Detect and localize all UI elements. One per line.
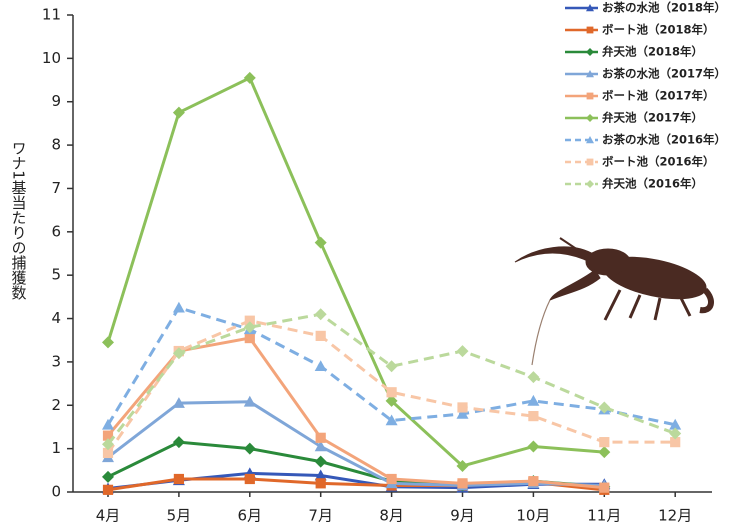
marker: [173, 436, 185, 448]
marker: [245, 333, 255, 343]
marker: [315, 360, 327, 371]
marker: [457, 402, 467, 412]
marker: [598, 446, 610, 458]
y-axis-label: ワナ1基当たりの捕獲数: [10, 140, 28, 300]
x-tick-label: 11月: [587, 507, 621, 525]
x-tick-label: 6月: [238, 507, 263, 525]
legend-label: お茶の水池（2016年）: [602, 133, 726, 147]
marker: [457, 345, 469, 357]
x-tick-label: 9月: [450, 507, 475, 525]
y-tick-label: 8: [51, 136, 61, 154]
marker: [527, 440, 539, 452]
marker: [244, 443, 256, 455]
y-tick-label: 10: [42, 49, 61, 67]
y-tick-label: 4: [51, 309, 61, 327]
legend-label: 弁天池（2018年）: [602, 45, 703, 59]
marker: [528, 476, 538, 486]
marker: [528, 411, 538, 421]
legend-label: ボート池（2018年）: [602, 23, 715, 37]
y-tick-label: 11: [42, 6, 61, 24]
marker: [527, 371, 539, 383]
legend-label: 弁天池（2017年）: [602, 111, 703, 125]
marker: [173, 302, 185, 313]
marker: [102, 336, 114, 348]
series-line: [108, 321, 675, 453]
legend-marker: [586, 114, 594, 122]
legend-label: お茶の水池（2018年）: [602, 1, 726, 15]
page: {"chart_data": {"type": "line", "y_label…: [0, 0, 734, 531]
marker: [244, 72, 256, 84]
marker: [174, 474, 184, 484]
marker: [387, 474, 397, 484]
x-tick-label: 7月: [308, 507, 333, 525]
legend-label: お茶の水池（2017年）: [602, 67, 726, 81]
y-tick-label: 9: [51, 92, 61, 110]
y-tick-label: 5: [51, 266, 61, 284]
marker: [245, 474, 255, 484]
marker: [387, 387, 397, 397]
legend-label: ボート池（2017年）: [602, 89, 715, 103]
crayfish-photo: [515, 238, 711, 365]
marker: [315, 456, 327, 468]
y-tick-label: 1: [51, 439, 61, 457]
marker: [315, 308, 327, 320]
legend-marker: [587, 93, 594, 100]
legend-marker: [587, 159, 594, 166]
marker: [316, 331, 326, 341]
x-tick-label: 12月: [658, 507, 692, 525]
chart: ワナ1基当たりの捕獲数 0 1 2 3 4 5 6 7 8 9 10 11 4月 5月 6月 7月 8月 9月 10…: [0, 0, 734, 531]
x-tick-label: 4月: [96, 507, 121, 525]
marker: [316, 433, 326, 443]
marker: [103, 485, 113, 495]
marker: [599, 483, 609, 493]
legend-marker: [586, 180, 594, 188]
legend-marker: [586, 48, 594, 56]
y-tick-label: 2: [51, 396, 61, 414]
marker: [457, 478, 467, 488]
legend-label: 弁天池（2016年）: [602, 177, 703, 191]
y-tick-label: 3: [51, 352, 61, 370]
marker: [599, 437, 609, 447]
marker: [173, 107, 185, 119]
x-tick-label: 10月: [516, 507, 550, 525]
legend-label: ボート池（2016年）: [602, 155, 715, 169]
legend-marker: [587, 27, 594, 34]
marker: [102, 471, 114, 483]
marker: [315, 237, 327, 249]
marker: [316, 478, 326, 488]
y-tick-label: 6: [51, 222, 61, 240]
x-tick-label: 5月: [167, 507, 192, 525]
y-tick-label: 7: [51, 179, 61, 197]
x-tick-label: 8月: [379, 507, 404, 525]
y-tick-label: 0: [51, 483, 61, 501]
